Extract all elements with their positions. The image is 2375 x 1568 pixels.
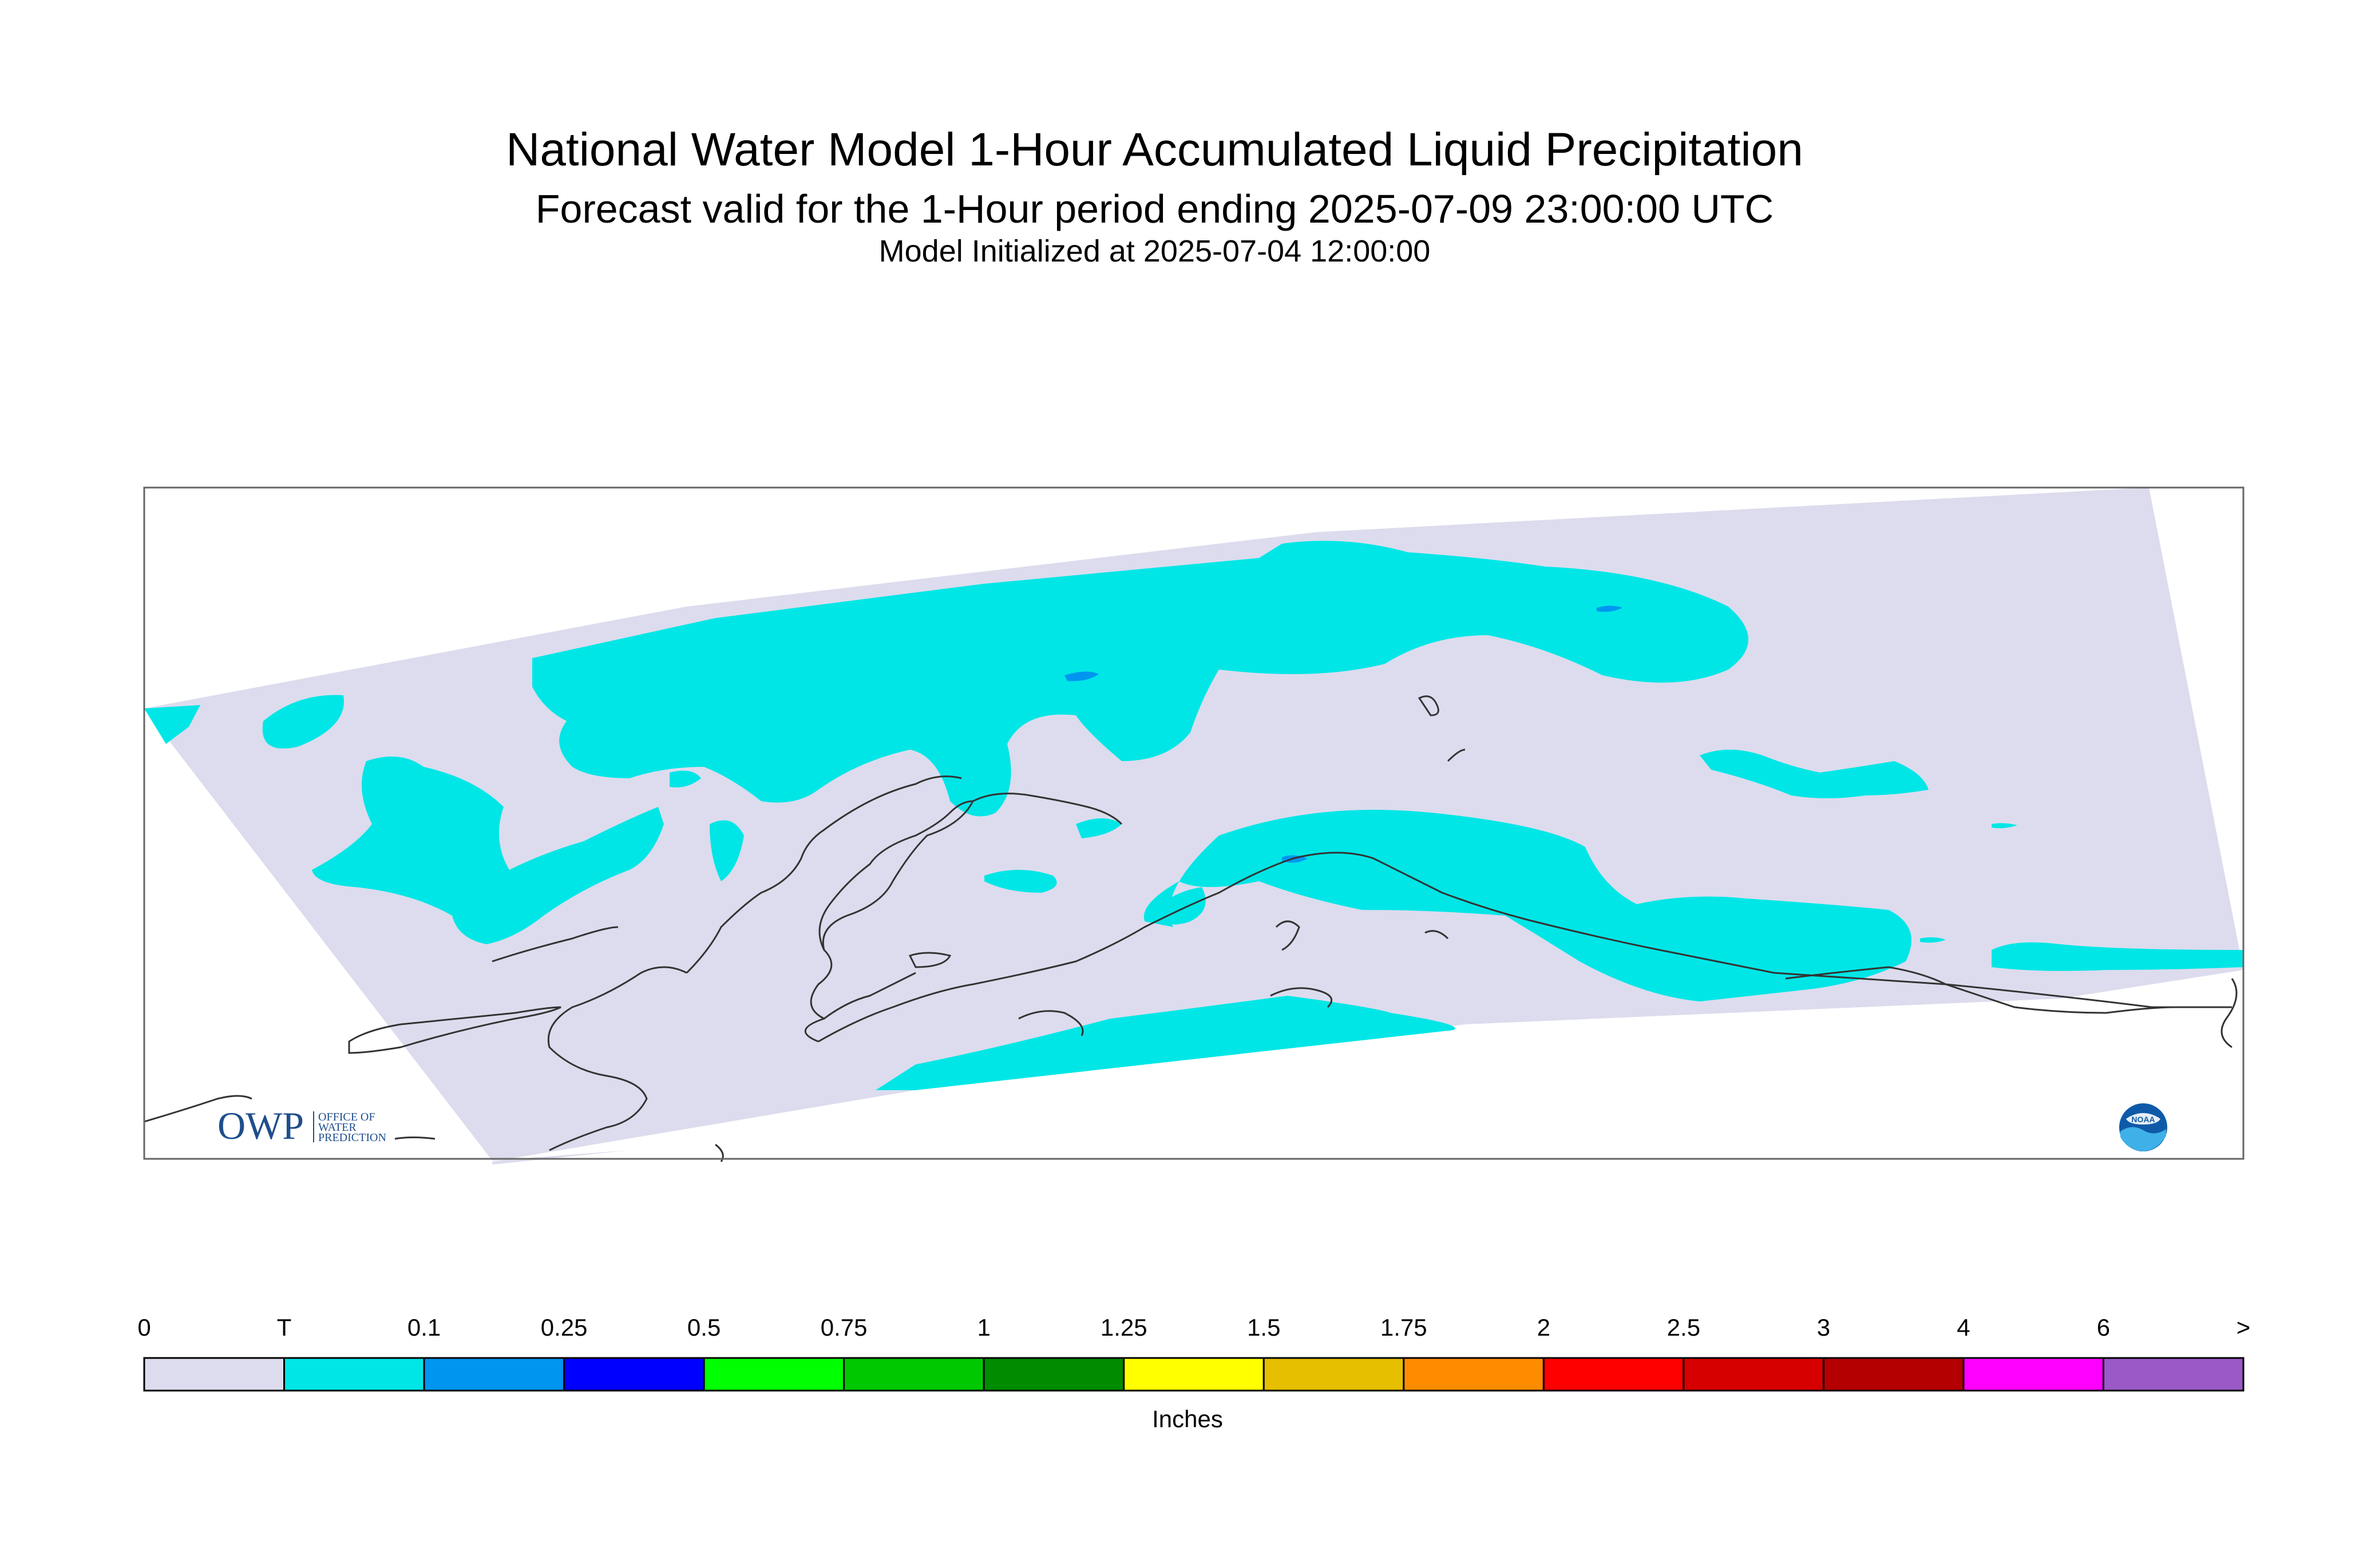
legend-swatch (1542, 1357, 1685, 1392)
noaa-logo: NOAA (2119, 1103, 2167, 1151)
legend-swatch (1123, 1357, 1265, 1392)
legend-tick-label: 1.75 (1380, 1314, 1427, 1341)
legend-swatch (1403, 1357, 1545, 1392)
legend-swatch (423, 1357, 565, 1392)
legend-swatch (143, 1357, 286, 1392)
precip-area-southeast (1992, 942, 2243, 971)
legend-swatch (283, 1357, 425, 1392)
legend-units: Inches (1152, 1405, 1223, 1432)
svg-text:OWP: OWP (217, 1104, 304, 1145)
legend-swatch (983, 1357, 1125, 1392)
precip-area-east (1992, 823, 2017, 829)
legend-tick-label: T (276, 1314, 292, 1341)
legend-tick-label: 3 (1816, 1314, 1831, 1341)
svg-text:WATER: WATER (318, 1121, 357, 1134)
legend-tick-label: 1.25 (1100, 1314, 1147, 1341)
model-init-text: Model Initialized at 2025-07-04 12:00:00 (878, 234, 1431, 268)
legend-tick-label: 2.5 (1667, 1314, 1701, 1341)
legend-tick-label: 0 (137, 1314, 151, 1341)
precip-area-southwest (312, 757, 664, 944)
legend-tick-label: 0.5 (687, 1314, 721, 1341)
map-title: National Water Model 1-Hour Accumulated … (506, 124, 1803, 176)
precip-area-bristol (1150, 887, 1206, 925)
svg-text:OFFICE OF: OFFICE OF (318, 1111, 375, 1123)
legend-swatch (703, 1357, 845, 1392)
owp-logo: OWP OFFICE OF WATER PREDICTION (217, 1104, 386, 1145)
precip-area-large-north (532, 541, 1748, 817)
legend-tick-label: 0.75 (820, 1314, 868, 1341)
legend-tick-label: 1 (977, 1314, 991, 1341)
legend-swatch (843, 1357, 985, 1392)
coastlines (144, 695, 2238, 1162)
legend-swatch (1262, 1357, 1405, 1392)
precip-area-islands (670, 770, 701, 787)
legend-tick-label: 4 (1957, 1314, 1970, 1341)
precip-area-northwest (144, 705, 200, 744)
legend-tick-label: 2 (1537, 1314, 1551, 1341)
svg-text:PREDICTION: PREDICTION (318, 1131, 386, 1144)
precip-areas (144, 541, 2243, 1090)
legend-swatch (1683, 1357, 1824, 1392)
precip-area-norton (1076, 818, 1122, 838)
precip-area-northeast (1700, 750, 1929, 798)
legend-tick-label: 0.25 (540, 1314, 588, 1341)
legend-tick-label: 1.5 (1247, 1314, 1281, 1341)
svg-text:NOAA: NOAA (2131, 1115, 2155, 1124)
precip-area-aleutians (876, 996, 1455, 1090)
legend-swatch (1822, 1357, 1965, 1392)
precip-area-gulf-small (1920, 937, 1946, 943)
map-frame (143, 486, 2245, 1160)
precip-area-bering (984, 870, 1057, 893)
legend-swatch (2102, 1357, 2245, 1392)
precip-area-southcentral (1143, 810, 1911, 1001)
legend-swatch (563, 1357, 705, 1392)
map-subtitle: Forecast valid for the 1-Hour period end… (535, 187, 1774, 231)
legend-tick-label: > (2236, 1314, 2251, 1341)
precip-area-bay (710, 820, 744, 881)
legend-tick-label: 0.1 (407, 1314, 441, 1341)
legend-tick-label: 6 (2096, 1314, 2111, 1341)
precip-area-small-west (262, 695, 344, 749)
legend-swatch (1962, 1357, 2104, 1392)
